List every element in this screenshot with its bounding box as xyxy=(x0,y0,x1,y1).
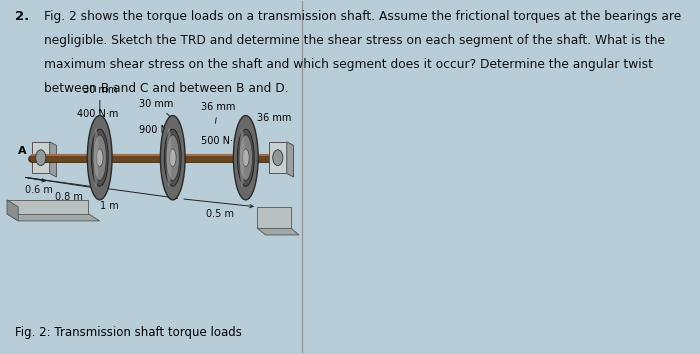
Text: 400 N·m: 400 N·m xyxy=(77,109,118,134)
Polygon shape xyxy=(7,214,99,221)
Polygon shape xyxy=(50,142,57,177)
Ellipse shape xyxy=(94,128,99,187)
Ellipse shape xyxy=(36,150,46,166)
Text: maximum shear stress on the shaft and which segment does it occur? Determine the: maximum shear stress on the shaft and wh… xyxy=(43,58,652,71)
Polygon shape xyxy=(7,200,88,214)
Text: E: E xyxy=(286,145,293,156)
Text: 36 mm: 36 mm xyxy=(248,113,291,129)
Text: Fig. 2: Transmission shaft torque loads: Fig. 2: Transmission shaft torque loads xyxy=(15,326,242,338)
Ellipse shape xyxy=(169,149,176,166)
Text: 500 N·m: 500 N·m xyxy=(201,136,244,153)
Ellipse shape xyxy=(237,129,254,186)
Text: 900 N·m: 900 N·m xyxy=(139,125,181,142)
Ellipse shape xyxy=(91,129,108,186)
Ellipse shape xyxy=(233,115,258,200)
Ellipse shape xyxy=(239,128,244,187)
Text: A: A xyxy=(18,145,27,156)
Text: 1 m: 1 m xyxy=(99,201,118,211)
Text: 30 mm: 30 mm xyxy=(83,85,117,113)
Text: 36 mm: 36 mm xyxy=(201,102,235,123)
Ellipse shape xyxy=(160,115,185,200)
Ellipse shape xyxy=(167,128,172,187)
Text: 30 mm: 30 mm xyxy=(139,99,174,117)
Polygon shape xyxy=(287,142,293,177)
Text: 2.: 2. xyxy=(15,10,29,23)
Ellipse shape xyxy=(242,149,249,166)
Polygon shape xyxy=(257,228,299,235)
Text: Fig. 2 shows the torque loads on a transmission shaft. Assume the frictional tor: Fig. 2 shows the torque loads on a trans… xyxy=(43,10,681,23)
Polygon shape xyxy=(257,207,290,228)
Polygon shape xyxy=(269,142,287,173)
Text: 0.6 m: 0.6 m xyxy=(25,185,53,195)
Polygon shape xyxy=(32,142,50,173)
Ellipse shape xyxy=(273,150,283,166)
Ellipse shape xyxy=(88,115,112,200)
Ellipse shape xyxy=(93,135,106,181)
Ellipse shape xyxy=(166,135,179,181)
Polygon shape xyxy=(7,200,18,221)
Ellipse shape xyxy=(239,135,253,181)
Text: between B and C and between B and D.: between B and C and between B and D. xyxy=(43,82,288,95)
Text: 0.8 m: 0.8 m xyxy=(55,193,83,202)
Ellipse shape xyxy=(97,149,103,166)
Text: 0.5 m: 0.5 m xyxy=(206,209,235,219)
Ellipse shape xyxy=(164,129,181,186)
Text: negligible. Sketch the TRD and determine the shear stress on each segment of the: negligible. Sketch the TRD and determine… xyxy=(43,34,664,47)
